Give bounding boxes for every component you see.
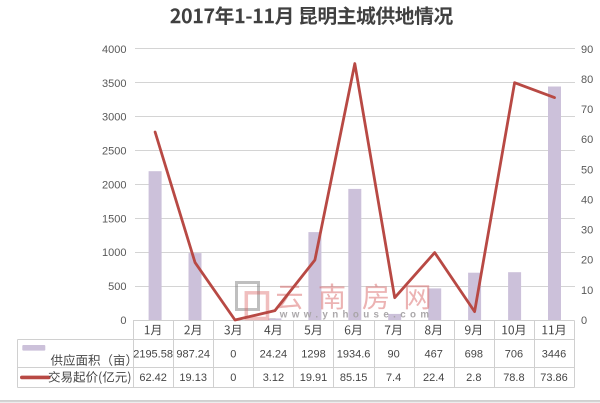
svg-text:90: 90 — [387, 348, 399, 360]
svg-text:3446: 3446 — [542, 348, 566, 360]
svg-text:706: 706 — [505, 348, 523, 360]
svg-text:24.24: 24.24 — [260, 348, 288, 360]
svg-text:78.8: 78.8 — [503, 372, 524, 384]
svg-text:2.8: 2.8 — [466, 372, 481, 384]
svg-text:2000: 2000 — [102, 179, 126, 191]
svg-text:1934.6: 1934.6 — [337, 348, 371, 360]
svg-text:73.86: 73.86 — [540, 372, 568, 384]
svg-text:467: 467 — [425, 348, 443, 360]
svg-text:4000: 4000 — [102, 44, 126, 56]
svg-text:20: 20 — [581, 255, 593, 267]
svg-text:10: 10 — [581, 285, 593, 297]
svg-text:50: 50 — [581, 164, 593, 176]
svg-text:80: 80 — [581, 74, 593, 86]
svg-text:40: 40 — [581, 195, 593, 207]
svg-text:62.42: 62.42 — [139, 372, 167, 384]
svg-text:987.24: 987.24 — [176, 348, 210, 360]
svg-text:90: 90 — [581, 44, 593, 56]
svg-text:1500: 1500 — [102, 213, 126, 225]
svg-text:7.4: 7.4 — [386, 372, 401, 384]
svg-text:0: 0 — [230, 372, 236, 384]
svg-text:3500: 3500 — [102, 78, 126, 90]
svg-text:30: 30 — [581, 225, 593, 237]
svg-text:85.15: 85.15 — [340, 372, 368, 384]
svg-text:0: 0 — [581, 315, 587, 327]
svg-text:1298: 1298 — [301, 348, 325, 360]
svg-text:19.91: 19.91 — [300, 372, 328, 384]
svg-text:0: 0 — [230, 348, 236, 360]
svg-text:3000: 3000 — [102, 112, 126, 124]
svg-text:2500: 2500 — [102, 146, 126, 158]
svg-text:1000: 1000 — [102, 247, 126, 259]
svg-text:3.12: 3.12 — [263, 372, 284, 384]
svg-text:0: 0 — [120, 315, 126, 327]
svg-text:22.4: 22.4 — [423, 372, 444, 384]
svg-text:70: 70 — [581, 104, 593, 116]
svg-text:19.13: 19.13 — [179, 372, 207, 384]
svg-text:_www.ynhouse.com: _www.ynhouse.com — [269, 310, 433, 321]
svg-text:60: 60 — [581, 134, 593, 146]
svg-text:698: 698 — [465, 348, 483, 360]
svg-text:500: 500 — [108, 281, 126, 293]
svg-text:2195.58: 2195.58 — [133, 348, 173, 360]
